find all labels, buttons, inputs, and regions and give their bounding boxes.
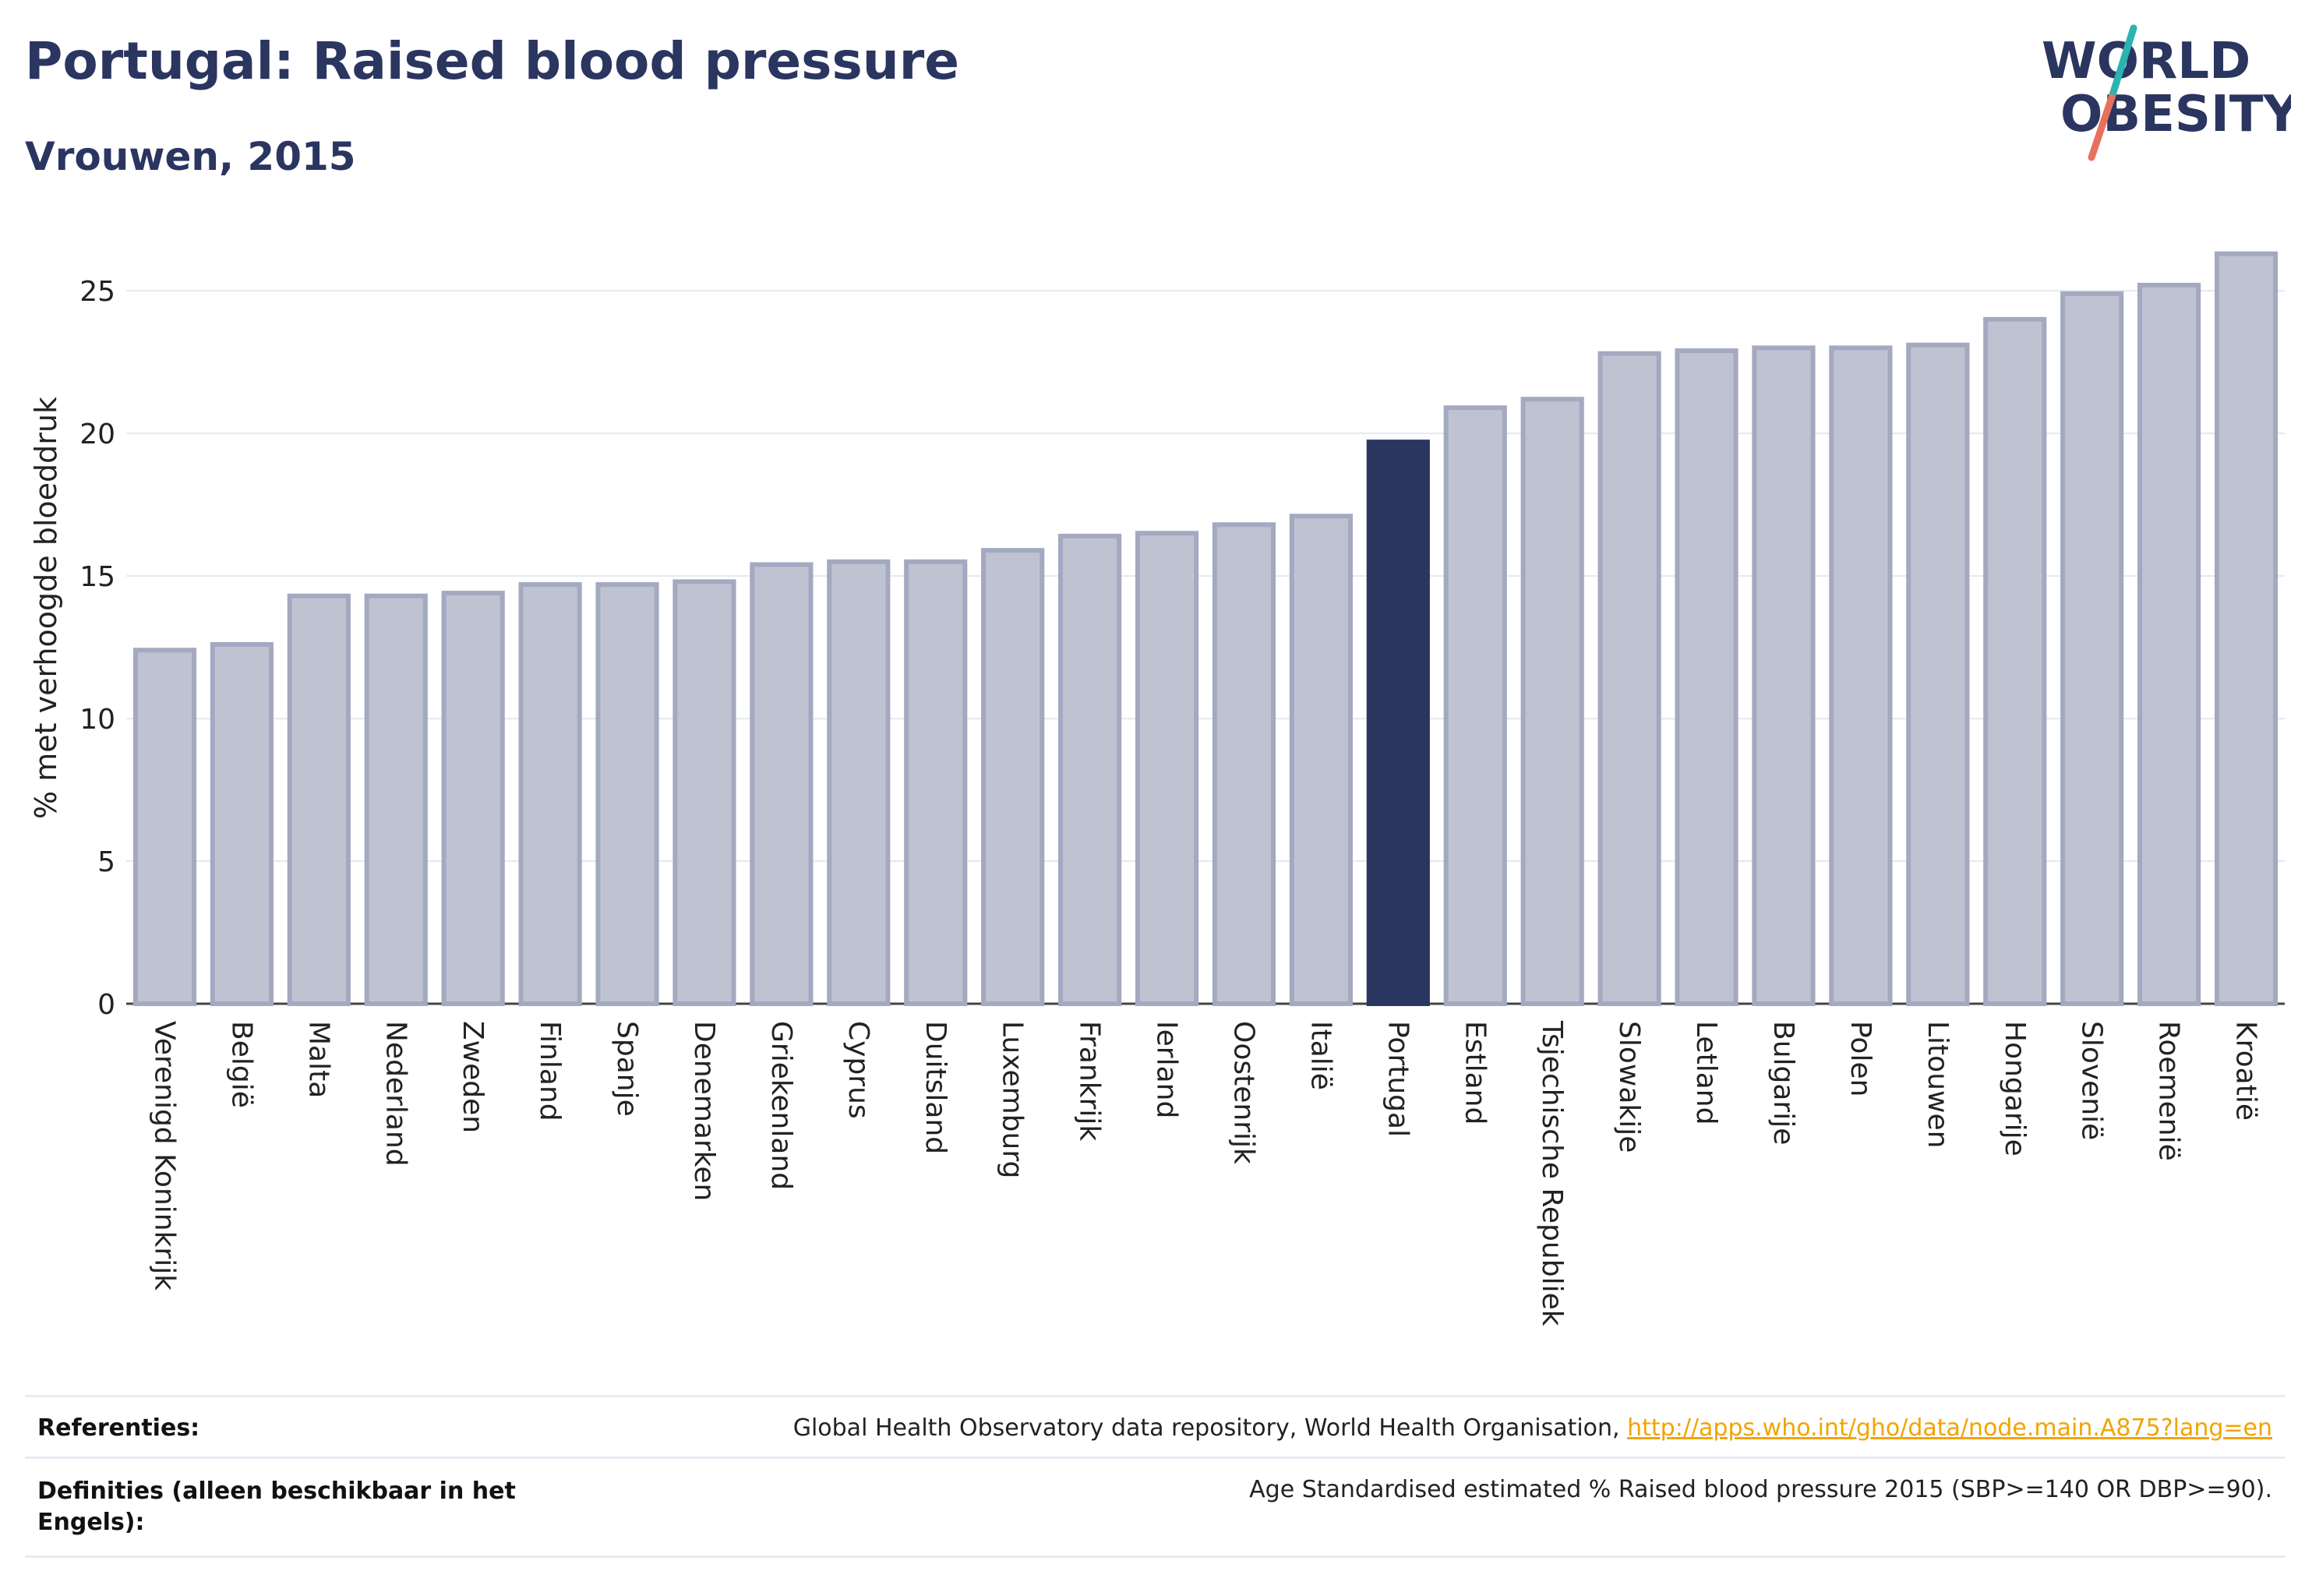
y-tick-label: 0 — [97, 989, 115, 1021]
bar — [2137, 282, 2201, 1007]
logo-line1: WORLD — [2042, 33, 2250, 90]
x-tick-label: Hongarije — [1999, 1021, 2031, 1156]
x-tick-label: Luxemburg — [997, 1021, 1029, 1178]
definitions-label: Definities (alleen beschikbaar in het En… — [37, 1476, 516, 1538]
bar — [1135, 531, 1199, 1006]
x-tick-label: Oostenrijk — [1227, 1021, 1259, 1164]
bar — [1289, 514, 1353, 1006]
bar — [827, 559, 891, 1006]
x-tick-label: Letland — [1690, 1021, 1722, 1125]
footer-divider — [25, 1395, 2285, 1397]
x-tick-label: Portugal — [1382, 1021, 1414, 1137]
bar — [1212, 522, 1276, 1006]
bar — [1597, 351, 1661, 1006]
x-tick-label: Estland — [1459, 1021, 1491, 1125]
logo-slash-top — [2108, 24, 2137, 101]
definitions-label-line2: Engels): — [37, 1509, 145, 1536]
x-tick-label: Duitsland — [920, 1021, 951, 1154]
bar-highlighted — [1366, 440, 1430, 1006]
y-tick-label: 25 — [79, 276, 115, 308]
x-tick-label: Tsjechische Republiek — [1536, 1020, 1568, 1326]
definitions-label-line1: Definities (alleen beschikbaar in het — [37, 1478, 516, 1505]
bar — [595, 582, 659, 1006]
bar — [1752, 345, 1816, 1006]
x-tick-label: Griekenland — [765, 1021, 797, 1190]
x-tick-label: Roemenië — [2153, 1021, 2185, 1161]
y-axis-label: % met verhoogde bloeddruk — [29, 397, 63, 819]
x-tick-label: Polen — [1844, 1021, 1876, 1096]
bar — [1906, 342, 1970, 1006]
y-tick-label: 10 — [79, 704, 115, 736]
x-tick-label: Nederland — [379, 1021, 411, 1167]
x-tick-label: Bulgarije — [1767, 1021, 1799, 1145]
bar — [904, 559, 968, 1006]
logo-slash-bottom — [2088, 94, 2116, 161]
definitions-value: Age Standardised estimated % Raised bloo… — [1249, 1476, 2272, 1503]
chart-title: Portugal: Raised blood pressure — [25, 31, 960, 91]
bar — [672, 579, 736, 1006]
x-tick-label: België — [225, 1021, 257, 1108]
x-tick-label: Verenigd Koninkrijk — [148, 1021, 180, 1291]
x-tick-label: Frankrijk — [1074, 1021, 1106, 1141]
x-tick-labels: Verenigd Koninkrijk België Malta Nederland Z… — [148, 1020, 2261, 1326]
bar — [1675, 348, 1738, 1007]
y-tick-label: 5 — [97, 846, 115, 878]
bar — [1983, 316, 2047, 1006]
bar — [2214, 251, 2279, 1006]
bar — [518, 582, 582, 1006]
footer-definitions-row: Definities (alleen beschikbaar in het En… — [25, 1459, 2285, 1558]
x-tick-label: Finland — [534, 1021, 566, 1121]
x-tick-label: Ierland — [1151, 1021, 1183, 1118]
y-tick-label: 15 — [79, 561, 115, 593]
references-value: Global Health Observatory data repositor… — [793, 1414, 2272, 1442]
references-label: Referenties: — [37, 1414, 200, 1442]
bar — [132, 648, 197, 1006]
x-tick-label: Slowakije — [1613, 1021, 1645, 1153]
x-tick-label: Litouwen — [1922, 1021, 1954, 1148]
chart-subtitle: Vrouwen, 2015 — [25, 134, 356, 179]
bar-chart: 0 5 10 15 20 25 Verenigd Koninkrijk België Malt… — [29, 251, 2285, 1326]
bar — [1443, 405, 1507, 1006]
bars — [132, 251, 2279, 1007]
world-obesity-logo: WORLD OBESITY — [2042, 24, 2291, 161]
bar — [210, 641, 274, 1007]
bar — [1829, 345, 1893, 1006]
bar — [2060, 291, 2124, 1007]
bar — [1058, 533, 1122, 1006]
bar — [981, 548, 1045, 1006]
x-tick-label: Zweden — [457, 1021, 489, 1133]
x-tick-label: Cyprus — [842, 1021, 874, 1119]
bar — [287, 593, 351, 1006]
references-text: Global Health Observatory data repositor… — [792, 1414, 1620, 1442]
bar — [750, 562, 814, 1006]
bar — [364, 593, 428, 1006]
references-link[interactable]: http://apps.who.int/gho/data/node.main.A… — [1627, 1414, 2272, 1442]
footer-references-row: Referenties: Global Health Observatory d… — [25, 1397, 2285, 1459]
x-tick-label: Malta — [302, 1021, 334, 1098]
y-tick-labels: 0 5 10 15 20 25 — [79, 276, 115, 1021]
bar — [441, 591, 505, 1006]
bar — [1520, 397, 1584, 1006]
x-tick-label: Denemarken — [688, 1021, 720, 1201]
x-tick-label: Italië — [1304, 1021, 1336, 1090]
x-tick-label: Slovenië — [2076, 1021, 2108, 1140]
x-tick-label: Spanje — [611, 1021, 643, 1117]
y-tick-label: 20 — [79, 418, 115, 450]
x-tick-label: Kroatië — [2230, 1021, 2262, 1121]
